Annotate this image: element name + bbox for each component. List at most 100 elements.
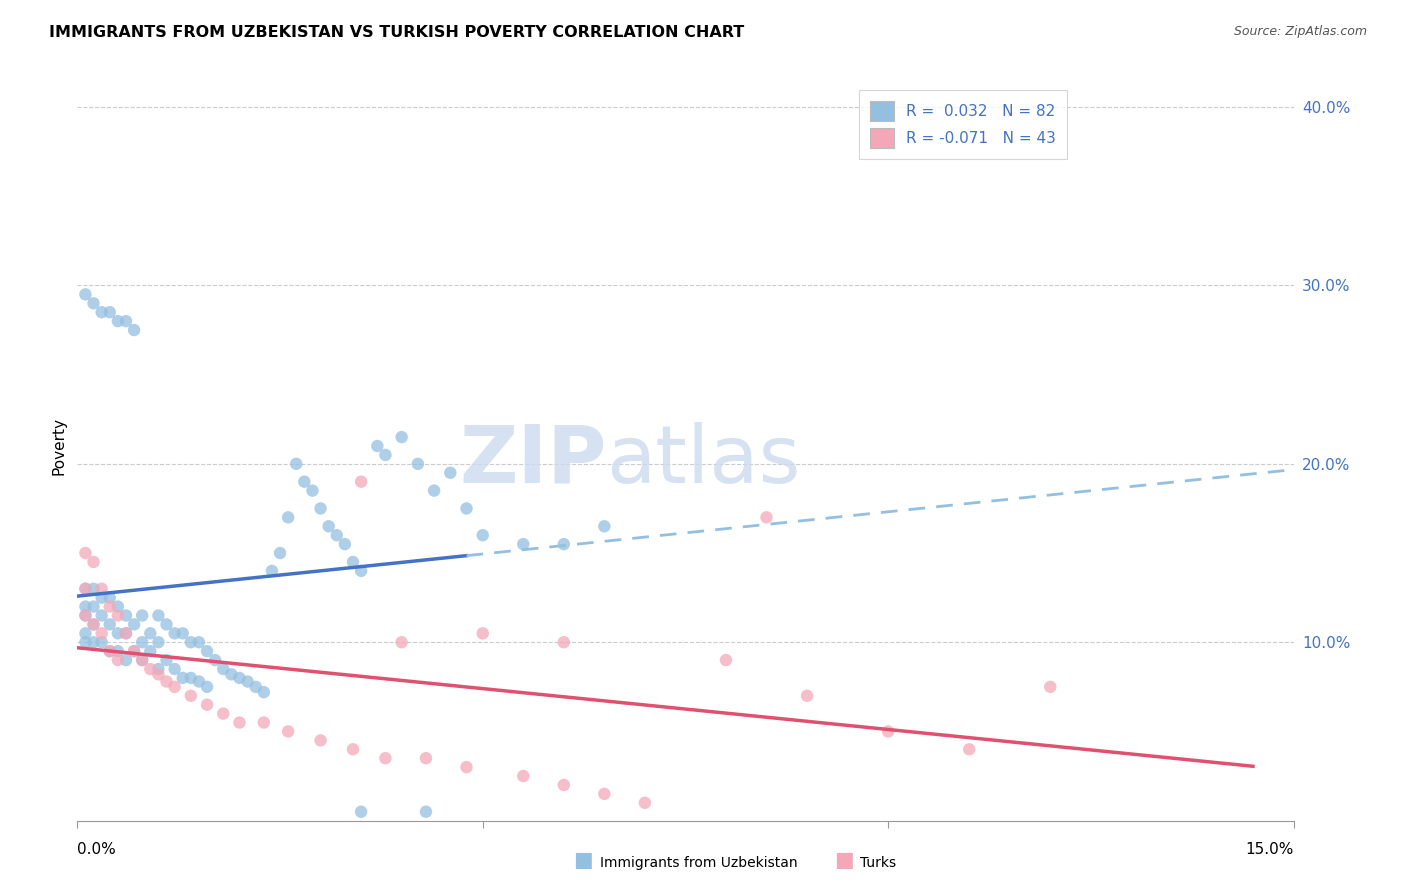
Point [172,626,194,640]
Point [350,564,373,578]
Point [350,475,373,489]
Point [374,751,396,765]
Point [107,599,129,614]
Point [253,685,276,699]
Point [796,689,818,703]
Point [471,528,494,542]
Text: 0.0%: 0.0% [77,842,117,856]
Point [98,599,121,614]
Point [148,667,170,681]
Point [148,635,170,649]
Text: ■: ■ [574,850,593,870]
Point [122,644,145,658]
Point [180,635,202,649]
Point [115,608,138,623]
Point [139,644,162,658]
Point [131,608,153,623]
Point [115,314,138,328]
Point [277,724,299,739]
Point [391,430,413,444]
Point [439,466,461,480]
Point [115,626,138,640]
Point [90,305,112,319]
Text: ■: ■ [834,850,853,870]
Point [115,653,138,667]
Point [139,662,162,676]
Point [75,582,97,596]
Point [90,582,112,596]
Point [228,671,250,685]
Point [374,448,396,462]
Text: ZIP: ZIP [460,422,606,500]
Point [326,528,349,542]
Point [366,439,388,453]
Point [131,653,153,667]
Point [260,564,283,578]
Point [107,608,129,623]
Point [98,617,121,632]
Point [90,626,112,640]
Point [593,519,616,533]
Point [75,287,97,301]
Point [292,475,315,489]
Point [83,582,105,596]
Point [90,591,112,605]
Point [195,680,218,694]
Point [309,501,332,516]
Point [122,323,145,337]
Point [350,805,373,819]
Point [75,626,97,640]
Point [83,617,105,632]
Point [75,635,97,649]
Point [423,483,446,498]
Point [155,674,177,689]
Point [163,626,186,640]
Point [342,555,364,569]
Point [253,715,276,730]
Point [221,667,243,681]
Point [301,483,323,498]
Point [714,653,737,667]
Point [188,674,211,689]
Point [204,653,226,667]
Point [75,608,97,623]
Point [83,296,105,310]
Point [195,644,218,658]
Point [75,608,97,623]
Point [755,510,778,524]
Point [107,314,129,328]
Point [188,635,211,649]
Point [98,644,121,658]
Point [90,608,112,623]
Point [148,608,170,623]
Legend: R =  0.032   N = 82, R = -0.071   N = 43: R = 0.032 N = 82, R = -0.071 N = 43 [859,90,1067,159]
Point [553,537,575,551]
Point [139,626,162,640]
Point [277,510,299,524]
Point [75,546,97,560]
Point [877,724,900,739]
Point [269,546,291,560]
Point [98,591,121,605]
Point [163,680,186,694]
Point [83,617,105,632]
Point [212,706,235,721]
Point [456,760,478,774]
Point [90,635,112,649]
Point [512,769,534,783]
Point [553,635,575,649]
Point [634,796,657,810]
Point [75,582,97,596]
Point [75,599,97,614]
Point [98,644,121,658]
Point [107,653,129,667]
Text: Turks: Turks [860,855,897,870]
Point [342,742,364,756]
Point [318,519,340,533]
Point [122,644,145,658]
Text: Immigrants from Uzbekistan: Immigrants from Uzbekistan [600,855,799,870]
Point [83,635,105,649]
Point [415,805,437,819]
Point [155,653,177,667]
Text: Source: ZipAtlas.com: Source: ZipAtlas.com [1233,25,1367,38]
